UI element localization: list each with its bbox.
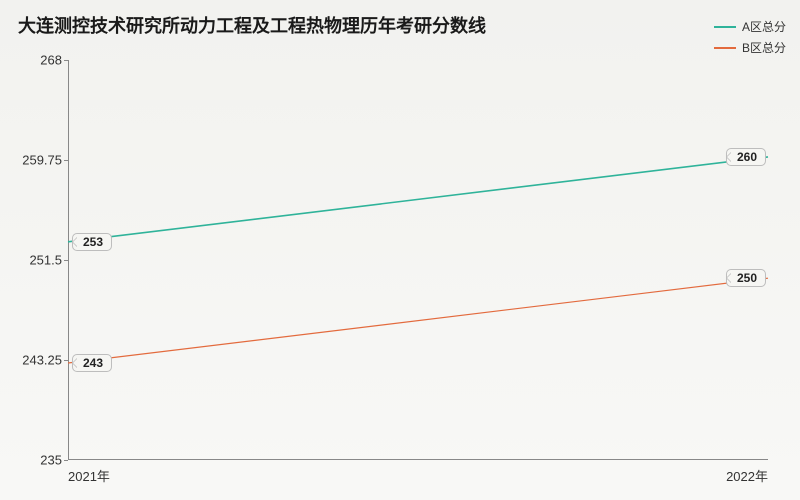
- y-tick-mark: [64, 260, 68, 261]
- x-tick-label: 2022年: [726, 460, 768, 485]
- y-tick-mark: [64, 60, 68, 61]
- legend-item-b: B区总分: [714, 39, 786, 56]
- chart-title: 大连测控技术研究所动力工程及工程热物理历年考研分数线: [18, 12, 486, 38]
- x-tick-label: 2021年: [68, 460, 110, 485]
- chart-container: 大连测控技术研究所动力工程及工程热物理历年考研分数线 A区总分 B区总分 235…: [0, 0, 800, 500]
- legend: A区总分 B区总分: [714, 18, 786, 60]
- series-line: [68, 278, 768, 363]
- point-label: 250: [726, 269, 766, 287]
- plot-area: 235243.25251.5259.752682021年2022年2532602…: [68, 60, 768, 460]
- point-label: 260: [726, 148, 766, 166]
- legend-label-a: A区总分: [742, 18, 786, 35]
- chart-lines: [68, 60, 768, 460]
- point-label: 243: [72, 354, 112, 372]
- legend-item-a: A区总分: [714, 18, 786, 35]
- y-tick-mark: [64, 160, 68, 161]
- legend-swatch-b: [714, 47, 736, 49]
- y-tick-label: 243.25: [22, 353, 68, 368]
- y-tick-label: 251.5: [29, 253, 68, 268]
- legend-label-b: B区总分: [742, 39, 786, 56]
- y-tick-label: 259.75: [22, 153, 68, 168]
- point-label: 253: [72, 233, 112, 251]
- series-line: [68, 157, 768, 242]
- legend-swatch-a: [714, 26, 736, 28]
